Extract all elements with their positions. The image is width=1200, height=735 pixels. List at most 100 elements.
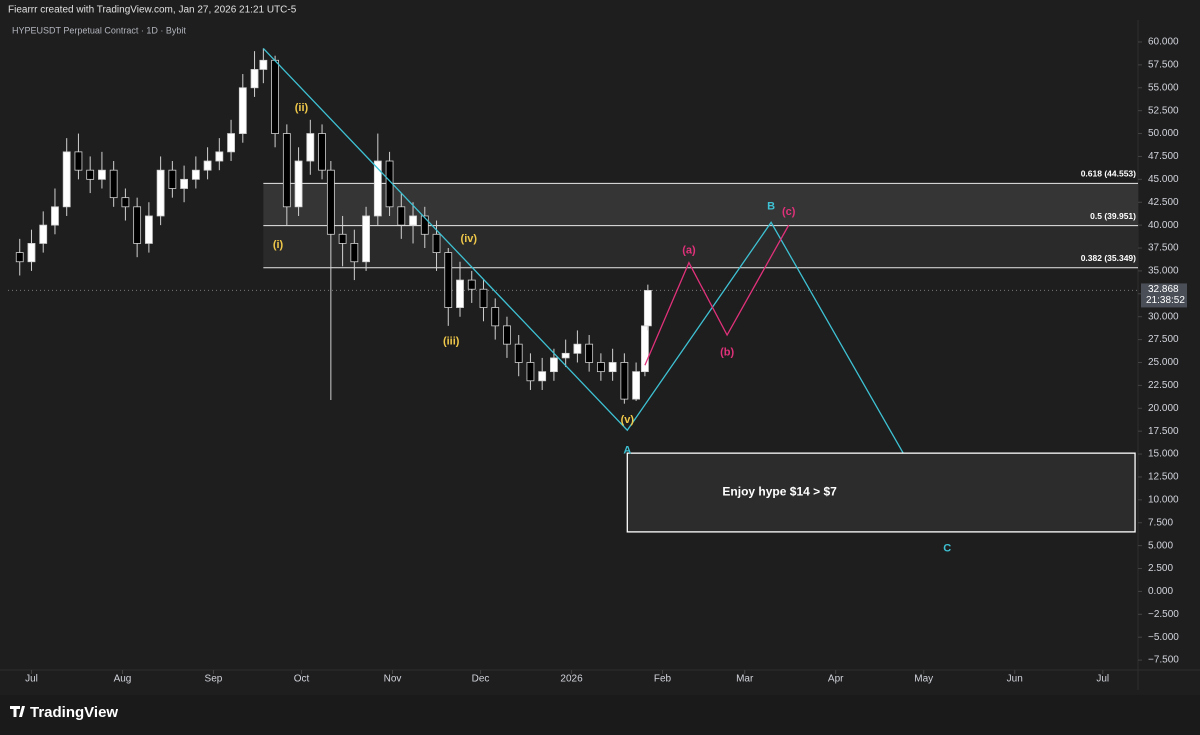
fib-band: [263, 225, 1138, 268]
y-tick-label: 0.000: [1148, 586, 1173, 597]
logo-text: TradingView: [30, 704, 118, 721]
y-tick-label: 2.500: [1148, 563, 1173, 574]
last-price-label: 32.868: [1148, 284, 1179, 295]
candle-body: [514, 343, 523, 363]
candle: [121, 188, 130, 221]
y-tick-label: −7.500: [1148, 655, 1179, 666]
x-tick-label: Jun: [1007, 674, 1023, 685]
y-tick-label: −2.500: [1148, 609, 1179, 620]
y-tick-label: 30.000: [1148, 311, 1179, 322]
footer-bar: [0, 695, 1200, 735]
last-price-box: [1141, 283, 1187, 308]
candle: [62, 138, 71, 216]
candle: [259, 48, 268, 84]
candle: [514, 335, 523, 377]
wave-label: (v): [621, 414, 635, 426]
candle-body: [121, 197, 130, 208]
y-tick-label: 55.000: [1148, 82, 1179, 93]
candle-body: [326, 169, 335, 235]
fib-label: 0.382 (35.349): [1081, 253, 1136, 263]
candle-body: [294, 160, 303, 208]
candle-body: [98, 169, 106, 180]
candle-body: [238, 87, 247, 134]
fib-label: 0.5 (39.951): [1090, 211, 1136, 221]
y-tick-label: 60.000: [1148, 37, 1179, 48]
candle-body: [350, 243, 359, 263]
y-tick-label: 50.000: [1148, 128, 1179, 139]
candle: [373, 133, 382, 226]
candle: [573, 330, 582, 363]
candle: [318, 124, 326, 180]
candle: [168, 161, 177, 198]
y-tick-label: 17.500: [1148, 426, 1179, 437]
candle: [156, 156, 165, 226]
candle-body: [109, 169, 118, 199]
wave-label: (ii): [295, 102, 309, 114]
candle-body: [227, 133, 235, 153]
candle-body: [27, 243, 36, 263]
candle: [397, 193, 406, 239]
candle: [180, 165, 189, 203]
x-tick-label: Oct: [294, 674, 310, 685]
x-tick-label: Jul: [25, 674, 38, 685]
candle-body: [259, 59, 268, 70]
x-tick-label: May: [914, 674, 933, 685]
candle-body: [282, 133, 291, 208]
candle-body: [133, 206, 142, 244]
candle: [144, 202, 153, 253]
y-tick-label: 47.500: [1148, 151, 1179, 162]
candle-body: [271, 59, 279, 134]
candle: [503, 316, 511, 358]
y-tick-label: 45.000: [1148, 174, 1179, 185]
wave-label: C: [943, 542, 951, 554]
y-tick-label: 5.000: [1148, 540, 1173, 551]
wave-label: (a): [682, 245, 696, 257]
candle: [86, 156, 95, 194]
candle-body: [74, 151, 83, 171]
candle: [479, 280, 488, 322]
candle: [362, 206, 370, 271]
candle-body: [144, 215, 153, 244]
candle: [643, 284, 652, 331]
candle: [15, 238, 24, 276]
candle: [561, 339, 570, 368]
candle-body: [420, 215, 429, 235]
candle: [620, 353, 629, 404]
fib-band: [263, 183, 1138, 226]
candle: [409, 202, 417, 244]
candle: [420, 206, 429, 249]
x-tick-label: Aug: [114, 674, 132, 685]
y-tick-label: 27.500: [1148, 334, 1179, 345]
y-tick-label: 42.500: [1148, 197, 1179, 208]
candle: [215, 138, 224, 171]
candle-body: [573, 343, 582, 354]
candle-body: [503, 325, 511, 345]
candle: [74, 133, 83, 180]
candle: [282, 124, 291, 226]
candle-body: [397, 206, 406, 226]
box-text: Enjoy hype $14 > $7: [722, 485, 837, 499]
y-tick-label: 25.000: [1148, 357, 1179, 368]
candle: [596, 353, 605, 381]
candle-body: [250, 69, 259, 89]
candle: [432, 220, 441, 271]
candle: [456, 261, 464, 317]
candle-body: [338, 233, 347, 244]
wave-line: [262, 47, 948, 531]
candle: [294, 147, 303, 216]
candle-body: [156, 169, 165, 217]
logo: TradingView: [10, 704, 118, 721]
candle: [326, 161, 335, 401]
y-tick-label: 15.000: [1148, 449, 1179, 460]
wave-label: (c): [782, 206, 796, 218]
y-tick-label: 35.000: [1148, 266, 1179, 277]
y-tick-label: 12.500: [1148, 472, 1179, 483]
candle-body: [456, 279, 464, 308]
candle: [133, 197, 142, 258]
wave-label: (b): [720, 346, 734, 358]
y-tick-label: 40.000: [1148, 220, 1179, 231]
x-tick-label: 2026: [560, 674, 583, 685]
x-tick-label: Feb: [654, 674, 672, 685]
candle-body: [373, 160, 382, 217]
candle-body: [596, 362, 605, 373]
